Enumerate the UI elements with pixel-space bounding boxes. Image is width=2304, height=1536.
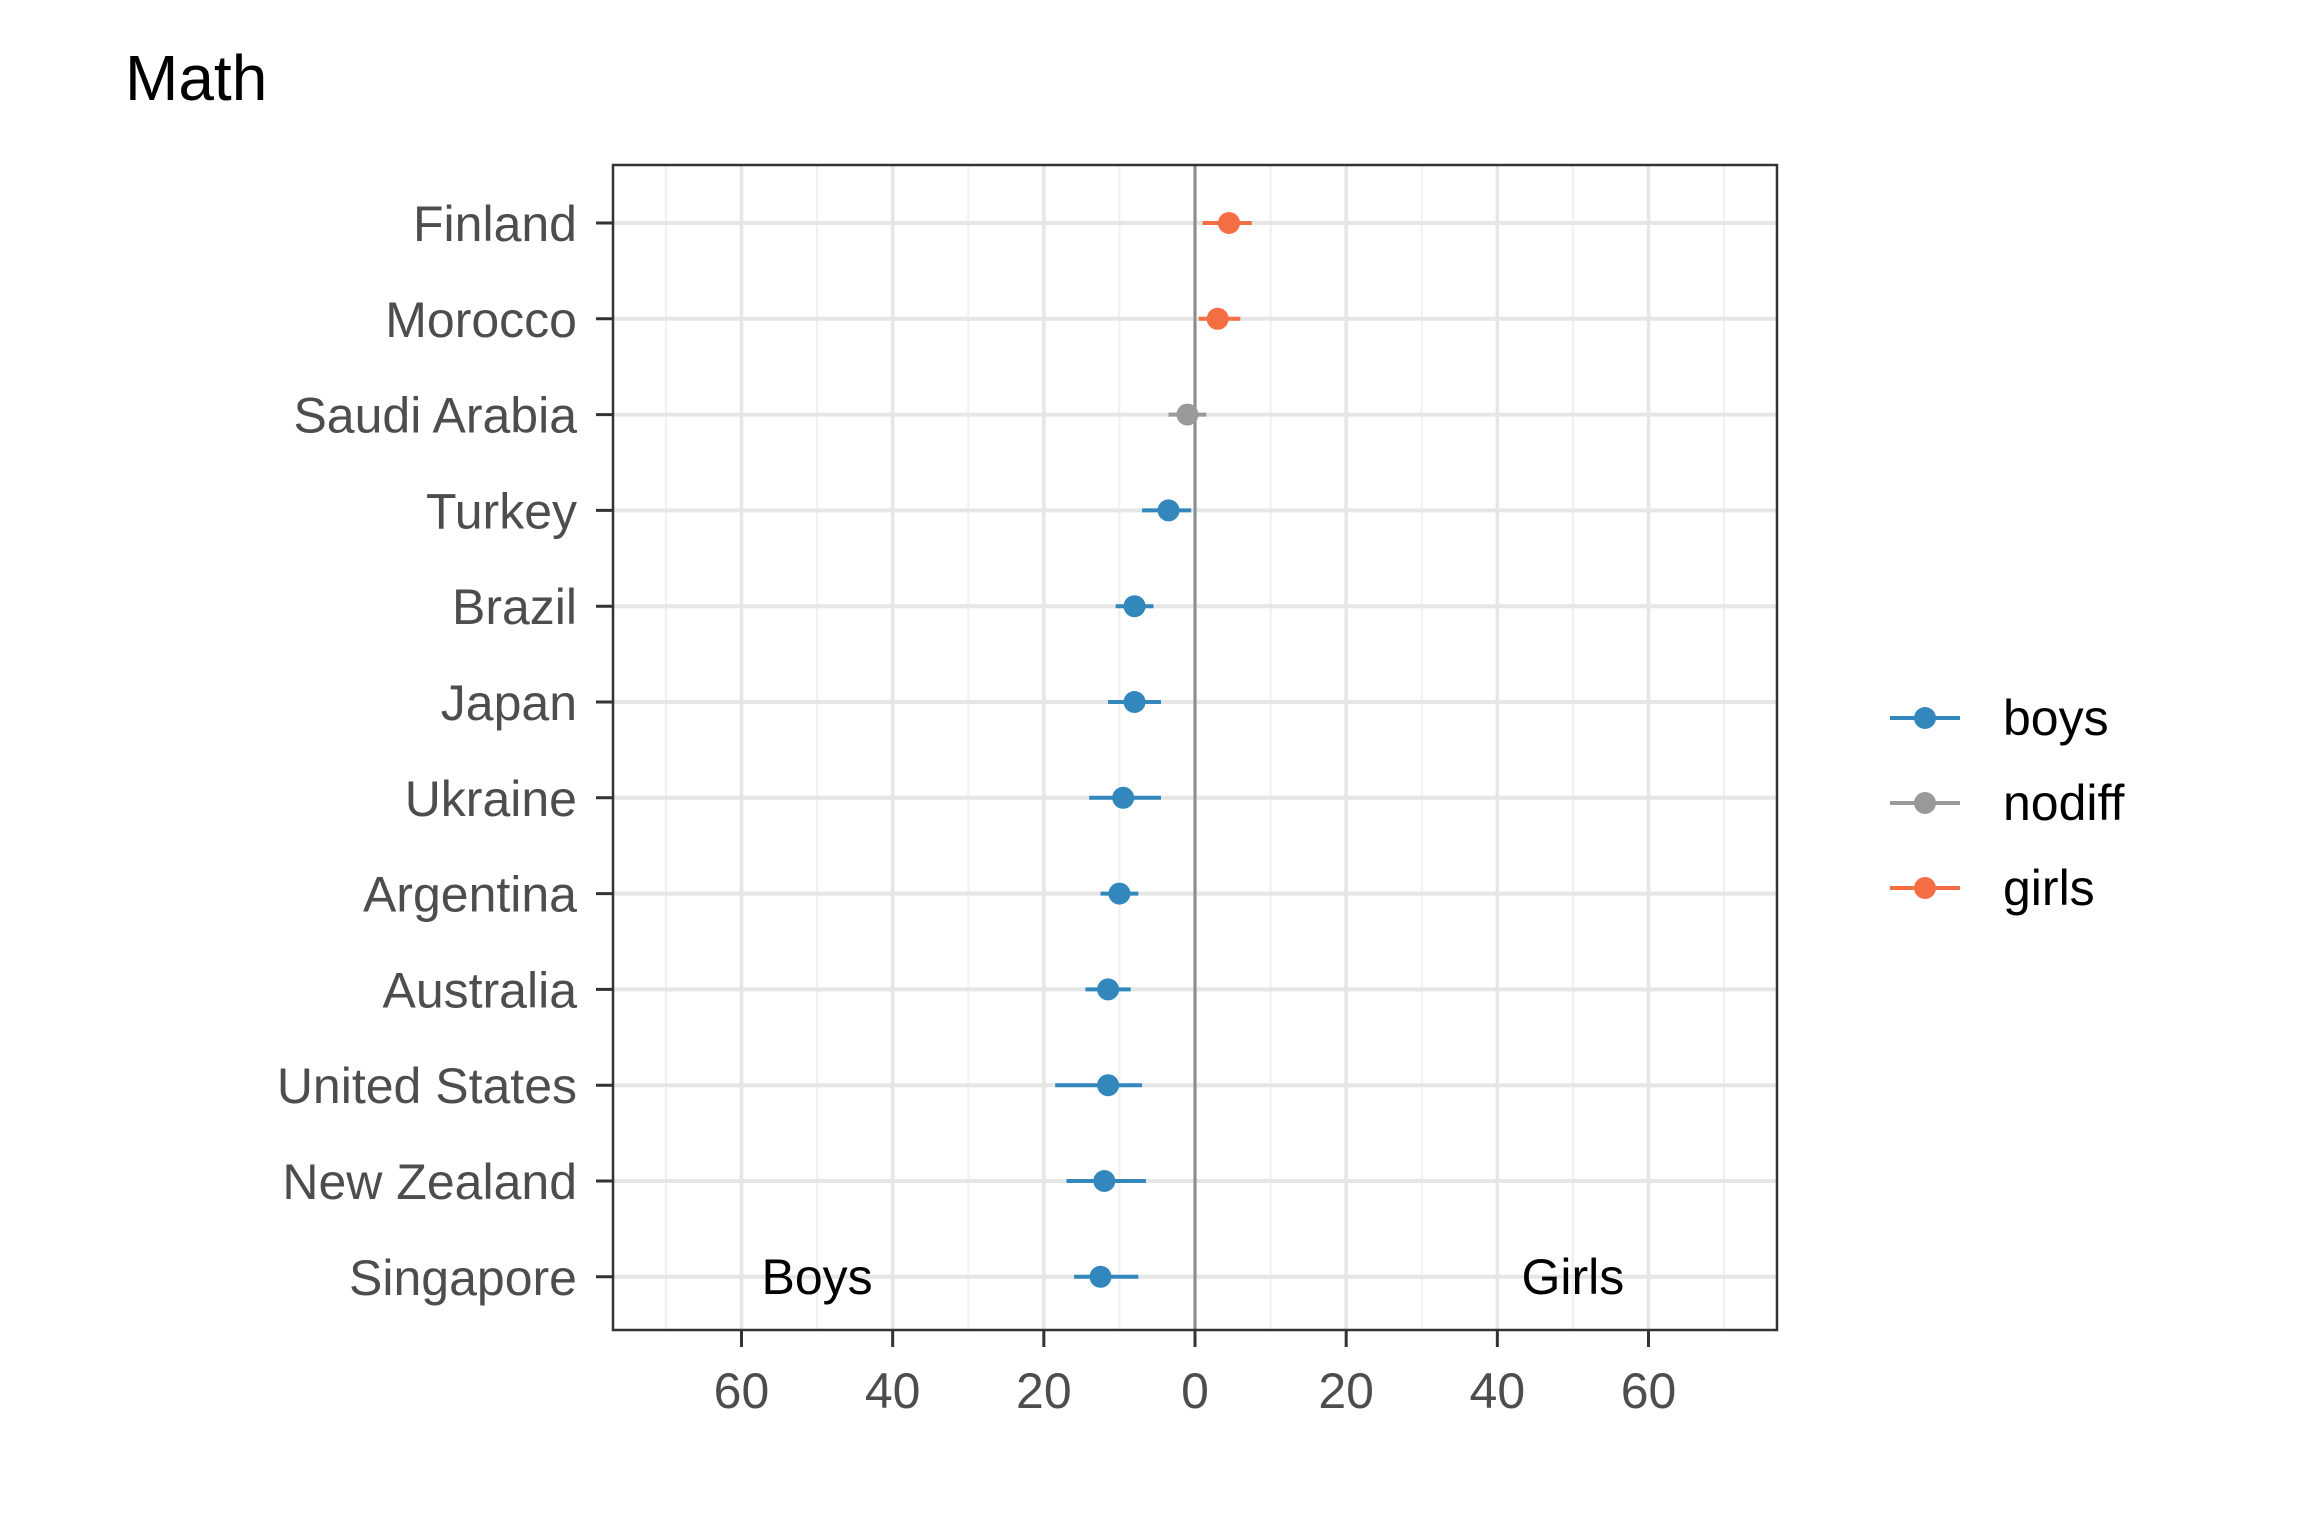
- x-tick-label: 40: [1470, 1363, 1526, 1419]
- legend-key-point: [1914, 877, 1936, 899]
- legend: boys nodiff girls: [1890, 690, 2125, 916]
- x-tick-label: 60: [1621, 1363, 1677, 1419]
- y-tick-label: Argentina: [363, 867, 577, 923]
- data-point: [1108, 882, 1131, 905]
- y-tick-label: United States: [277, 1058, 577, 1114]
- data-point: [1157, 499, 1180, 522]
- data-point: [1176, 403, 1199, 426]
- legend-label: nodiff: [2003, 775, 2125, 831]
- y-tick-label: Singapore: [349, 1250, 577, 1306]
- data-point: [1123, 595, 1146, 618]
- chart-title: Math: [125, 42, 267, 114]
- y-tick-label: Finland: [413, 196, 577, 252]
- x-tick-label: 40: [865, 1363, 921, 1419]
- data-point: [1093, 1170, 1116, 1192]
- data-point: [1097, 978, 1120, 1001]
- y-tick-label: Turkey: [426, 483, 577, 539]
- annotation-label: Girls: [1522, 1249, 1625, 1305]
- x-tick-label: 0: [1181, 1363, 1209, 1419]
- data-point: [1206, 307, 1229, 330]
- legend-key-point: [1914, 707, 1936, 729]
- data-point: [1218, 212, 1241, 234]
- y-tick-label: Ukraine: [405, 771, 577, 827]
- annotation-layer: Boys Girls: [761, 1249, 1624, 1305]
- x-tick-label: 20: [1318, 1363, 1374, 1419]
- data-point: [1097, 1074, 1120, 1097]
- y-tick-label: Morocco: [385, 292, 577, 348]
- y-tick-label: Japan: [441, 675, 577, 731]
- x-axis: 60 40 20 0 20 40 60: [714, 1330, 1677, 1419]
- annotation-label: Boys: [761, 1249, 872, 1305]
- y-tick-label: New Zealand: [282, 1154, 577, 1210]
- x-tick-label: 20: [1016, 1363, 1072, 1419]
- legend-label: girls: [2003, 860, 2095, 916]
- legend-key-point: [1914, 792, 1936, 814]
- y-tick-label: Australia: [382, 962, 577, 1018]
- x-tick-label: 60: [714, 1363, 770, 1419]
- y-axis: Finland Morocco Saudi Arabia Turkey Brazil Ja…: [277, 196, 613, 1306]
- data-point: [1089, 1265, 1112, 1288]
- marks-layer: [1055, 212, 1252, 1288]
- y-tick-label: Brazil: [452, 579, 577, 635]
- data-point: [1123, 691, 1146, 713]
- legend-label: boys: [2003, 690, 2109, 746]
- y-tick-label: Saudi Arabia: [293, 388, 577, 444]
- data-point: [1112, 786, 1135, 809]
